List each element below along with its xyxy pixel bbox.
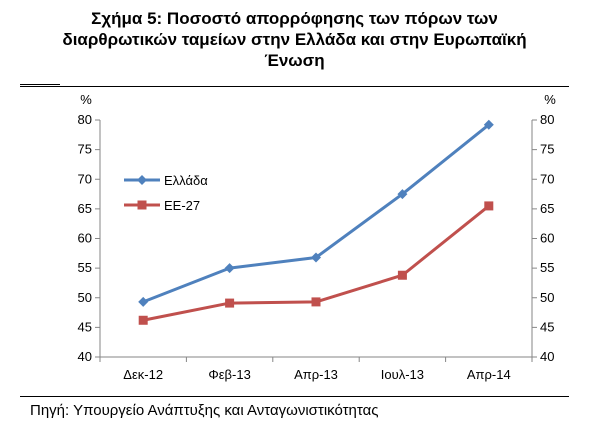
title-rule-short bbox=[20, 84, 60, 85]
data-point bbox=[311, 297, 321, 307]
data-point bbox=[225, 298, 235, 308]
y-tick-label-left: 45 bbox=[78, 319, 92, 334]
chart-axes: 40 40 45 45 50 50 55 55 60 60 65 65 70 70 75 75 80 80% % Δε… bbox=[78, 92, 557, 382]
legend-marker-1 bbox=[137, 200, 147, 210]
legend-label-1: ΕΕ-27 bbox=[164, 198, 200, 213]
chart-series bbox=[138, 119, 494, 325]
x-tick-label: Δεκ-12 bbox=[123, 367, 163, 382]
data-point bbox=[138, 315, 148, 325]
y-tick-label-left: 60 bbox=[78, 231, 92, 246]
data-point bbox=[311, 252, 321, 263]
y-tick-label-left: 55 bbox=[78, 260, 92, 275]
y-tick-label-right: 60 bbox=[540, 231, 554, 246]
data-point bbox=[397, 270, 407, 280]
chart-title: Σχήμα 5: Ποσοστό απορρόφησης των πόρων τ… bbox=[20, 8, 569, 71]
y-tick-label-right: 40 bbox=[540, 349, 554, 364]
y-tick-label-right: 80 bbox=[540, 112, 554, 127]
y-tick-label-left: 50 bbox=[78, 290, 92, 305]
y-tick-label-right: 50 bbox=[540, 290, 554, 305]
x-tick-label: Φεβ-13 bbox=[208, 367, 250, 382]
data-point bbox=[397, 189, 408, 200]
legend-marker-0 bbox=[137, 175, 147, 185]
legend-label-0: Ελλάδα bbox=[164, 173, 208, 188]
x-tick-label: Ιουλ-13 bbox=[381, 367, 424, 382]
data-point bbox=[138, 296, 149, 307]
series-line-0 bbox=[142, 123, 490, 304]
y-axis-unit-left: % bbox=[80, 92, 92, 107]
source-note: Πηγή: Υπουργείο Ανάπτυξης και Ανταγωνιστ… bbox=[30, 402, 379, 419]
y-tick-label-right: 55 bbox=[540, 260, 554, 275]
title-line-1: Σχήμα 5: Ποσοστό απορρόφησης των πόρων τ… bbox=[91, 9, 498, 28]
y-tick-label-left: 70 bbox=[78, 171, 92, 186]
title-rule bbox=[20, 86, 569, 87]
y-tick-label-right: 65 bbox=[540, 201, 554, 216]
y-tick-label-left: 65 bbox=[78, 201, 92, 216]
data-point bbox=[483, 119, 494, 130]
y-tick-label-right: 75 bbox=[540, 142, 554, 157]
x-tick-label: Απρ-14 bbox=[467, 367, 511, 382]
data-point bbox=[224, 263, 235, 274]
chart-legend: Ελλάδα ΕΕ-27 bbox=[124, 173, 208, 213]
data-point bbox=[484, 201, 494, 211]
y-tick-label-left: 80 bbox=[78, 112, 92, 127]
x-tick-label: Απρ-13 bbox=[294, 367, 338, 382]
title-line-2: διαρθρωτικών ταμείων στην Ελλάδα και στη… bbox=[62, 30, 527, 49]
y-tick-label-right: 70 bbox=[540, 171, 554, 186]
y-tick-label-left: 40 bbox=[78, 349, 92, 364]
title-line-3: Ένωση bbox=[264, 51, 325, 70]
y-tick-label-left: 75 bbox=[78, 142, 92, 157]
y-tick-label-right: 45 bbox=[540, 319, 554, 334]
source-rule bbox=[20, 396, 569, 397]
y-axis-unit-right: % bbox=[544, 92, 556, 107]
